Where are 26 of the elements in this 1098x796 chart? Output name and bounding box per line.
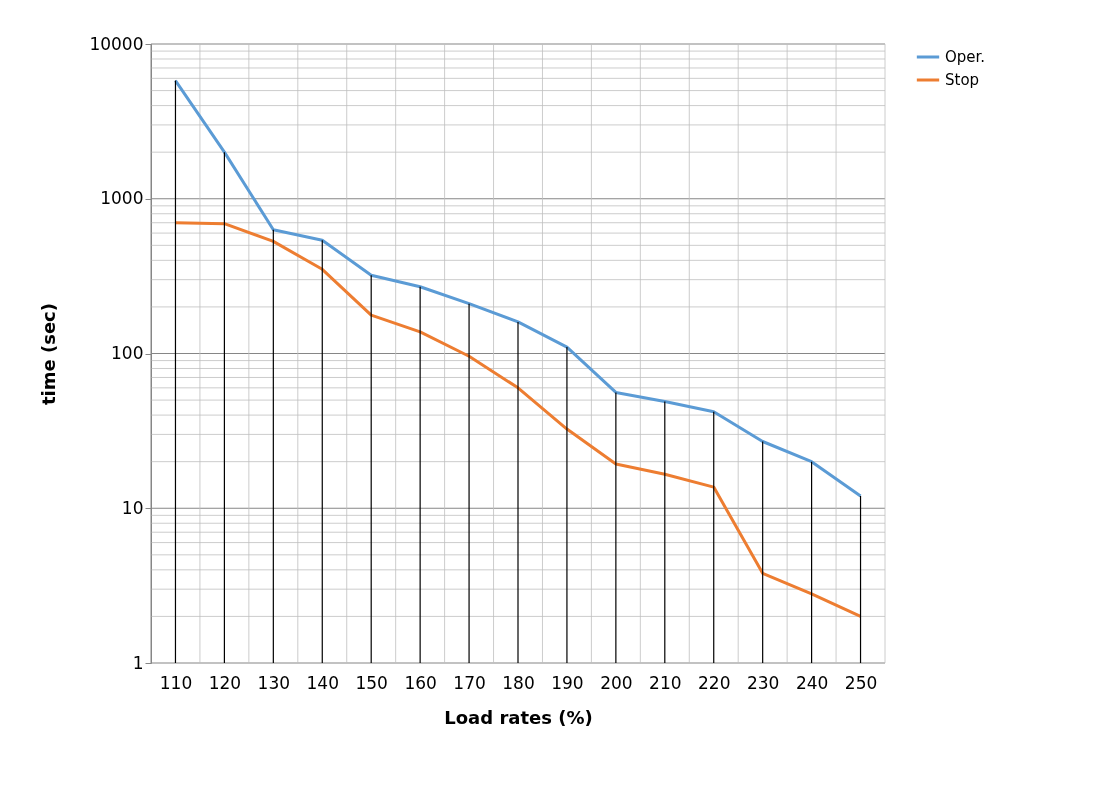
- x-tick-label: 220: [698, 672, 731, 693]
- x-tick-label: 110: [159, 672, 193, 693]
- y-axis-title: time (sec): [38, 302, 60, 406]
- y-tick-label: 1000: [100, 188, 144, 209]
- legend-label: Stop: [945, 71, 980, 89]
- x-tick-label: 200: [600, 672, 633, 693]
- y-tick-label: 10000: [89, 33, 144, 54]
- x-tick-label: 180: [502, 672, 535, 693]
- x-tick-label: 120: [208, 672, 242, 693]
- y-tick-label: 100: [111, 343, 144, 363]
- line-series: [173, 221, 863, 618]
- legend-label: Oper.: [945, 48, 986, 66]
- y-tick-label: 10: [121, 497, 144, 518]
- x-axis-title: Load rates (%): [444, 706, 593, 728]
- x-tick-label: 250: [844, 672, 878, 693]
- x-tick-label: 170: [453, 672, 486, 693]
- x-tick-label: 140: [306, 672, 339, 693]
- x-tick-label: 210: [649, 672, 682, 693]
- y-tick-label: 1: [132, 652, 144, 673]
- line-series: [173, 79, 863, 498]
- x-tick-label: 130: [257, 672, 291, 693]
- x-tick-label: 190: [551, 672, 584, 693]
- x-tick-label: 150: [355, 672, 388, 693]
- x-tick-label: 230: [746, 672, 780, 693]
- x-tick-label: 160: [404, 672, 437, 693]
- x-tick-label: 240: [795, 672, 829, 693]
